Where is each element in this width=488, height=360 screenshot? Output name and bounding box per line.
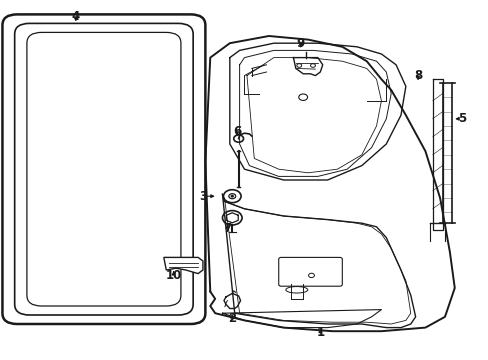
Text: 10: 10 — [165, 269, 182, 282]
Polygon shape — [163, 257, 203, 274]
Text: 9: 9 — [296, 37, 304, 50]
Circle shape — [231, 195, 233, 197]
Text: 7: 7 — [223, 222, 231, 235]
Text: 4: 4 — [72, 10, 80, 23]
Text: 1: 1 — [316, 327, 324, 339]
Text: 6: 6 — [233, 125, 241, 138]
Text: 8: 8 — [413, 69, 421, 82]
Text: 2: 2 — [228, 312, 236, 325]
Text: 5: 5 — [457, 112, 465, 125]
Text: 3: 3 — [199, 190, 206, 203]
